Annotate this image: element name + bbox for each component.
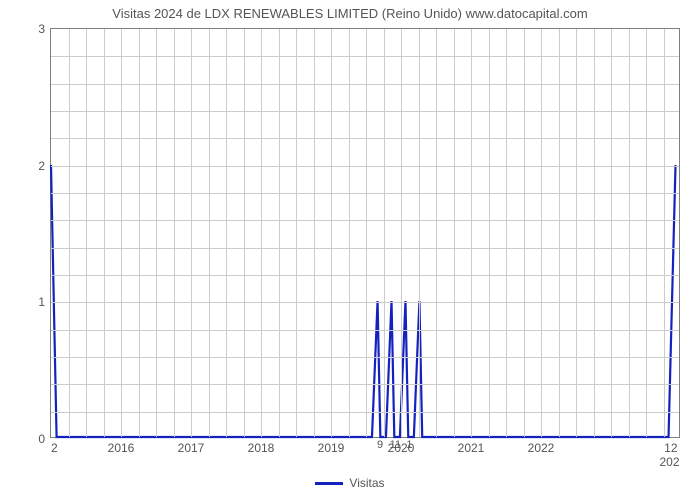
grid-v	[611, 29, 612, 437]
grid-v	[384, 29, 385, 437]
y-tick-label: 3	[38, 22, 45, 36]
grid-h-minor	[51, 220, 679, 221]
grid-v	[331, 29, 332, 437]
legend-swatch	[315, 482, 343, 485]
grid-v	[646, 29, 647, 437]
grid-h-minor	[51, 275, 679, 276]
grid-h-major	[51, 166, 679, 167]
grid-v	[156, 29, 157, 437]
grid-v	[436, 29, 437, 437]
y-tick-label: 1	[38, 295, 45, 309]
x-edge-label-left: 2	[51, 441, 58, 455]
grid-v	[489, 29, 490, 437]
x-tick-label: 2016	[108, 441, 135, 455]
grid-v	[191, 29, 192, 437]
grid-v	[139, 29, 140, 437]
grid-h-minor	[51, 330, 679, 331]
chart-title: Visitas 2024 de LDX RENEWABLES LIMITED (…	[0, 6, 700, 21]
x-tick-label: 2018	[248, 441, 275, 455]
grid-v	[279, 29, 280, 437]
grid-h-minor	[51, 357, 679, 358]
y-tick-label: 0	[38, 432, 45, 446]
plot-area: 0123201620172018201920202021202221220291…	[50, 28, 680, 438]
grid-v	[576, 29, 577, 437]
grid-v	[401, 29, 402, 437]
grid-v	[104, 29, 105, 437]
grid-v	[524, 29, 525, 437]
grid-v	[226, 29, 227, 437]
legend-label: Visitas	[349, 476, 384, 490]
grid-v	[314, 29, 315, 437]
data-point-label: 1	[406, 439, 412, 451]
grid-h-minor	[51, 111, 679, 112]
series-line	[51, 165, 676, 437]
grid-v	[69, 29, 70, 437]
grid-v	[506, 29, 507, 437]
x-tick-label: 2017	[178, 441, 205, 455]
legend: Visitas	[0, 476, 700, 490]
x-edge-label-right-top: 12	[664, 441, 677, 455]
grid-v	[629, 29, 630, 437]
grid-h-minor	[51, 56, 679, 57]
grid-v	[261, 29, 262, 437]
grid-v	[664, 29, 665, 437]
data-point-label: 11	[390, 439, 401, 451]
grid-v	[86, 29, 87, 437]
grid-h-minor	[51, 193, 679, 194]
x-tick-label: 2022	[528, 441, 555, 455]
grid-h-minor	[51, 138, 679, 139]
grid-h-minor	[51, 248, 679, 249]
grid-h-minor	[51, 412, 679, 413]
grid-v	[121, 29, 122, 437]
x-tick-label: 2021	[458, 441, 485, 455]
grid-h-minor	[51, 84, 679, 85]
grid-v	[419, 29, 420, 437]
y-tick-label: 2	[38, 159, 45, 173]
grid-v	[471, 29, 472, 437]
grid-v	[296, 29, 297, 437]
grid-v	[559, 29, 560, 437]
x-tick-label: 2019	[318, 441, 345, 455]
line-series	[51, 29, 679, 437]
grid-v	[244, 29, 245, 437]
grid-v	[174, 29, 175, 437]
data-point-label: 9	[377, 439, 383, 451]
grid-v	[541, 29, 542, 437]
grid-v	[454, 29, 455, 437]
chart-container: Visitas 2024 de LDX RENEWABLES LIMITED (…	[0, 0, 700, 500]
grid-h-major	[51, 302, 679, 303]
grid-h-minor	[51, 384, 679, 385]
x-edge-label-right-bottom: 202	[659, 455, 679, 469]
grid-v	[366, 29, 367, 437]
grid-v	[349, 29, 350, 437]
grid-v	[594, 29, 595, 437]
grid-v	[209, 29, 210, 437]
